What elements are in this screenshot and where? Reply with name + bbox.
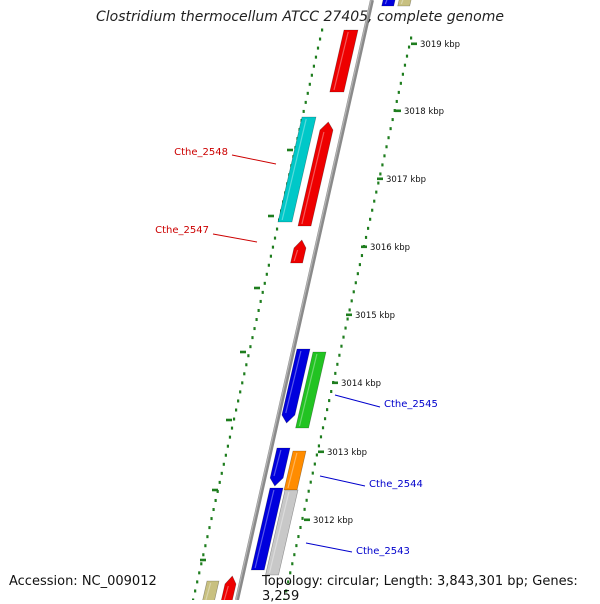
inner-dotted-ring — [283, 36, 413, 600]
gene-red-2[interactable] — [297, 121, 334, 227]
gene-red-1[interactable] — [329, 29, 359, 93]
gene-labels: Cthe_2548 Cthe_2547 Cthe_2545 Cthe_2544 Cthe… — [155, 147, 438, 557]
tick-label: 3012 kbp — [313, 516, 353, 526]
gene-label[interactable]: Cthe_2543 — [356, 546, 410, 557]
gene-khaki-bottom[interactable] — [202, 580, 220, 600]
backbone-ring — [235, 0, 374, 600]
tick-label: 3019 kbp — [420, 40, 460, 50]
gene-blue-top[interactable] — [381, 0, 396, 7]
gene-label[interactable]: Cthe_2547 — [155, 225, 209, 236]
tick-label: 3018 kbp — [404, 107, 444, 117]
gene-red-bottom[interactable] — [220, 575, 237, 600]
tick-label: 3014 kbp — [341, 379, 381, 389]
gene-cyan-cthe-2548[interactable] — [277, 116, 317, 223]
kbp-ticks: 3019 kbp 3018 kbp 3017 kbp 3016 kbp 3015 kbp… — [200, 40, 460, 562]
map-title: Clostridium thermocellum ATCC 27405, com… — [96, 9, 504, 25]
gene-features — [202, 0, 412, 600]
gene-blue-2[interactable] — [269, 447, 291, 487]
gene-blue-3[interactable] — [250, 487, 284, 571]
gene-red-small-cthe-2547[interactable] — [290, 239, 307, 264]
gene-label[interactable]: Cthe_2548 — [174, 147, 228, 158]
gene-label[interactable]: Cthe_2544 — [369, 479, 423, 490]
tick-label: 3016 kbp — [370, 243, 410, 253]
tick-label: 3013 kbp — [327, 448, 367, 458]
tick-label: 3015 kbp — [355, 311, 395, 321]
tick-label: 3017 kbp — [386, 175, 426, 185]
gene-blue-1[interactable] — [281, 348, 311, 424]
gene-label[interactable]: Cthe_2545 — [384, 399, 438, 410]
gene-gray-cthe-2543[interactable] — [265, 489, 299, 576]
gene-khaki-top[interactable] — [397, 0, 412, 7]
accession-text: Accession: NC_009012 — [9, 574, 157, 589]
gene-green-cthe-2545[interactable] — [295, 351, 327, 429]
